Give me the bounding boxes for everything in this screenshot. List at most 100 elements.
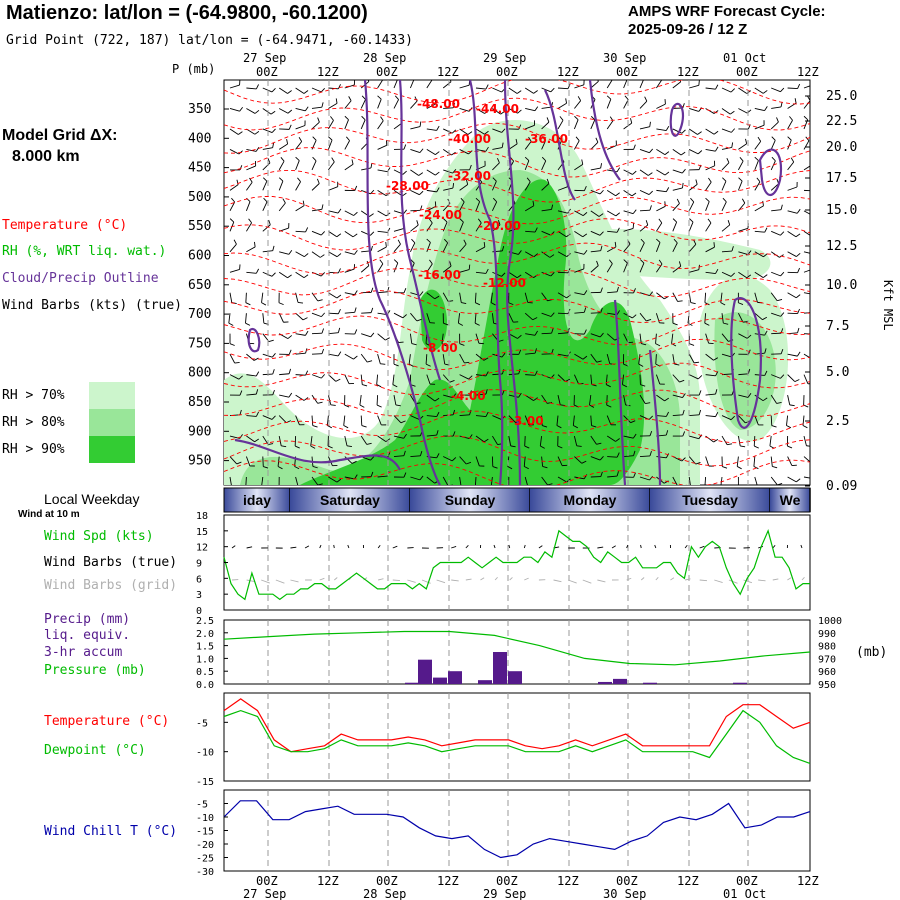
grid-wind-barb bbox=[246, 579, 255, 582]
wind-barb-flag bbox=[591, 425, 597, 428]
wind-barb bbox=[656, 128, 667, 131]
grid-wind-barb bbox=[714, 579, 723, 583]
wind-barb bbox=[475, 456, 480, 467]
wind-barb-flag bbox=[802, 425, 808, 429]
wind-barb-flag bbox=[599, 456, 604, 461]
wind-barb bbox=[344, 119, 349, 130]
wind-barb-flag bbox=[551, 328, 554, 334]
wind-barb bbox=[721, 415, 732, 421]
wind-barb bbox=[672, 265, 682, 273]
wind-barb-flag bbox=[518, 392, 522, 398]
wind-barb-flag bbox=[490, 302, 496, 306]
wind-speed-tick-label: 18 bbox=[196, 511, 208, 522]
wind-barb bbox=[344, 268, 355, 273]
wind-barb bbox=[262, 201, 268, 212]
wind-barb-flag bbox=[336, 233, 342, 238]
wind-barb bbox=[557, 476, 567, 483]
wind-barb bbox=[525, 352, 536, 355]
wind-barb bbox=[639, 209, 651, 212]
wind-barb-flag bbox=[234, 362, 240, 364]
wind-barb bbox=[655, 333, 657, 344]
wind-barb bbox=[689, 435, 699, 440]
wind-barb-flag bbox=[797, 351, 801, 357]
wind-barb bbox=[721, 353, 732, 358]
wind-barb-flag bbox=[715, 411, 719, 417]
wind-barb-flag bbox=[287, 109, 293, 114]
wind-barb-flag bbox=[403, 433, 407, 439]
wind-barb bbox=[328, 210, 339, 214]
wind-barb bbox=[328, 230, 338, 238]
wind-barb bbox=[590, 456, 601, 461]
wind-barb bbox=[803, 230, 810, 236]
wind-barb-flag bbox=[780, 87, 785, 93]
wind-barb bbox=[279, 373, 290, 376]
wind-barb bbox=[557, 210, 568, 214]
wind-barb bbox=[655, 354, 657, 365]
wind-barb bbox=[672, 394, 683, 399]
kft-tick-label: 5.0 bbox=[826, 365, 849, 380]
wind-barb bbox=[426, 476, 435, 484]
wind-barb bbox=[525, 230, 536, 233]
wind-barb bbox=[771, 106, 782, 109]
wind-barb bbox=[393, 99, 399, 109]
wind-barb bbox=[426, 415, 437, 418]
wind-barb-flag bbox=[532, 317, 538, 321]
wind-barb bbox=[606, 263, 613, 273]
wind-barb bbox=[705, 415, 716, 418]
wind-barb-flag bbox=[278, 302, 284, 306]
wind-barb-flag bbox=[354, 307, 357, 313]
wind-barb bbox=[443, 169, 453, 174]
wind-barb-flag bbox=[319, 254, 325, 258]
wind-barb-flag bbox=[416, 220, 419, 226]
wind-barb-flag bbox=[649, 430, 653, 436]
wind-barb-flag bbox=[722, 177, 727, 182]
wind-barb-flag bbox=[649, 205, 652, 211]
bottom-hour-label: 12Z bbox=[797, 874, 819, 888]
wind-barb bbox=[738, 87, 747, 94]
wind-barb-flag bbox=[632, 170, 637, 175]
temperature-contour-label: -20.00 bbox=[478, 219, 521, 233]
wind-barb-flag bbox=[443, 238, 448, 244]
wind-barb-flag bbox=[484, 130, 489, 135]
wind-barb-flag bbox=[599, 231, 604, 236]
wind-barb bbox=[393, 415, 402, 424]
kft-tick-label: 17.5 bbox=[826, 171, 857, 186]
wind-barb-flag bbox=[694, 361, 700, 364]
wind-barb bbox=[525, 108, 536, 112]
wind-barb bbox=[672, 221, 678, 232]
wind-barb bbox=[279, 394, 290, 398]
wind-barb-flag bbox=[271, 88, 276, 93]
wind-barb bbox=[656, 394, 665, 402]
surface-wind-barb bbox=[699, 545, 705, 549]
wind-barb bbox=[311, 160, 317, 171]
wind-barb-flag bbox=[814, 330, 816, 335]
wind-barb bbox=[475, 108, 485, 114]
cloud-outline bbox=[234, 438, 401, 471]
grid-wind-barb bbox=[436, 579, 446, 584]
wind-barb-flag bbox=[268, 339, 274, 343]
wind-barb-flag bbox=[517, 334, 522, 339]
wind-barb-flag bbox=[644, 96, 648, 102]
wind-barb bbox=[656, 263, 663, 273]
wind-barb bbox=[508, 415, 517, 424]
top-date-label: 01 Oct bbox=[723, 51, 766, 65]
wind-barb bbox=[410, 224, 419, 232]
wind-barb-flag bbox=[547, 483, 553, 485]
wind-barb-flag bbox=[807, 96, 810, 101]
wind-barb bbox=[557, 374, 566, 382]
wind-barb bbox=[459, 84, 470, 89]
wind-barb bbox=[655, 242, 661, 252]
wind-barb-flag bbox=[693, 239, 697, 245]
wind-barb-flag bbox=[287, 335, 293, 339]
wind-barb-flag bbox=[507, 466, 513, 470]
wind-barb-flag bbox=[436, 430, 439, 436]
wind-barb bbox=[492, 353, 503, 358]
wind-barb bbox=[738, 143, 747, 150]
wind-barb bbox=[623, 227, 634, 232]
wind-barb-flag bbox=[787, 445, 793, 449]
wind-barb-flag bbox=[665, 187, 670, 192]
wind-barb bbox=[295, 160, 300, 171]
wind-barb bbox=[377, 354, 381, 364]
wind-barb-flag bbox=[516, 274, 522, 279]
